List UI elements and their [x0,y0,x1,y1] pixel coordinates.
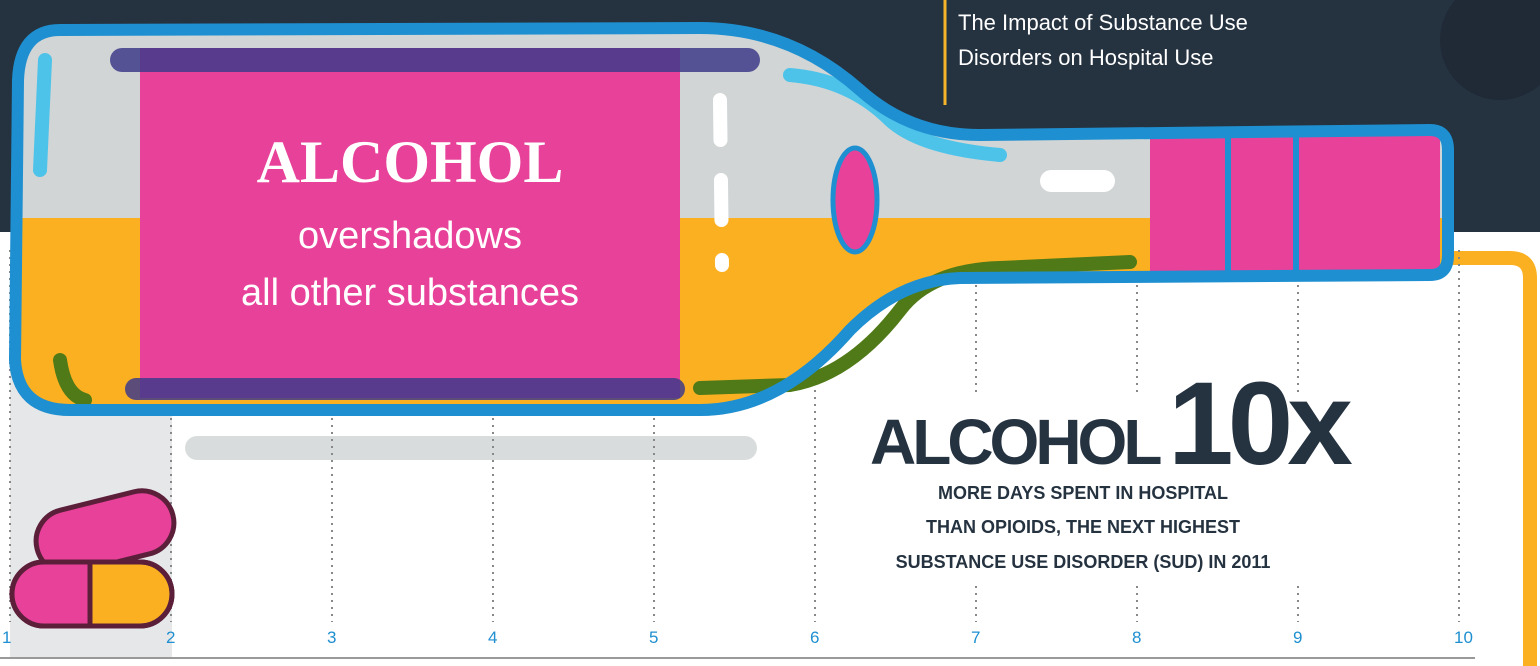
tick-label: 3 [327,628,336,647]
callout-line: MORE DAYS SPENT IN HOSPITAL [938,483,1228,503]
shine [40,60,45,170]
reflection [833,148,877,252]
tick-label: 6 [810,628,819,647]
header-title: The Impact of Substance Use [958,10,1248,35]
callout-multiplier: 10x [1168,358,1352,490]
callout-line: SUBSTANCE USE DISORDER (SUD) IN 2011 [896,552,1271,572]
label-text: all other substances [241,272,579,314]
tick-label: 4 [488,628,497,647]
label-text: overshadows [298,215,522,257]
tick-label: 9 [1293,628,1302,647]
tick-label: 2 [166,628,175,647]
tick-label: 8 [1132,628,1141,647]
infographic: The Impact of Substance Use Disorders on… [0,0,1540,666]
shadow-bar [185,436,757,460]
tick-label: 1 [2,628,11,647]
tick-label: 10 [1454,628,1473,647]
label-title: ALCOHOL [257,129,564,195]
header-title: Disorders on Hospital Use [958,45,1214,70]
pill-half [14,564,90,624]
tick-label: 7 [971,628,980,647]
callout-line: THAN OPIOIDS, THE NEXT HIGHEST [926,517,1240,537]
tick-label: 5 [649,628,658,647]
label-band [125,378,685,400]
highlight [1040,170,1115,192]
page: The Impact of Substance Use Disorders on… [0,0,1540,666]
label-band [110,48,760,72]
callout-word: ALCOHOL [870,406,1161,478]
